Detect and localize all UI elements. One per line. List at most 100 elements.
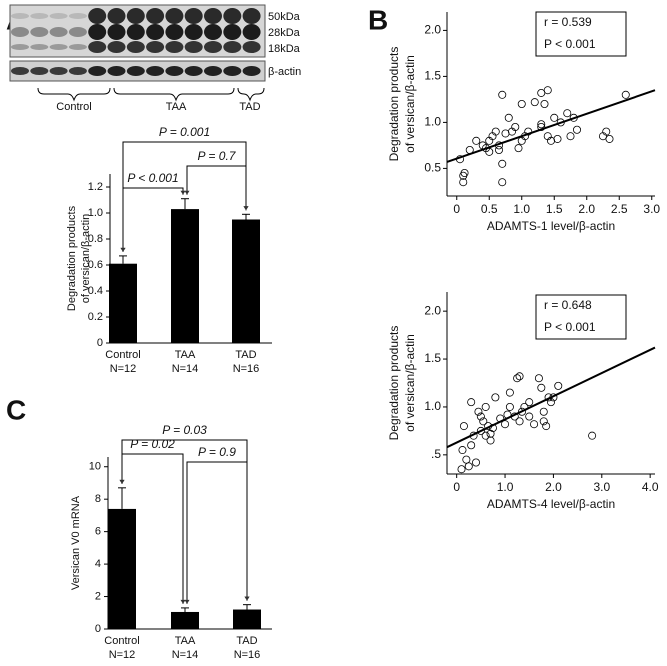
x-tick-label: N=12 (109, 649, 136, 661)
arrowhead (120, 247, 126, 252)
band (49, 44, 68, 50)
band (184, 41, 203, 53)
x-axis-label: ADAMTS-1 level/β-actin (487, 219, 615, 233)
band (126, 8, 145, 24)
point (513, 374, 522, 383)
x-tick-label: 1.0 (497, 480, 514, 494)
point (515, 372, 524, 381)
band (204, 41, 222, 53)
y-tick-label: 2.0 (424, 23, 441, 37)
band (107, 66, 126, 76)
point (479, 417, 488, 426)
band (68, 27, 87, 37)
x-tick-label: 2.0 (578, 202, 595, 216)
band (223, 66, 242, 76)
point (547, 398, 556, 407)
band (11, 27, 29, 37)
point (459, 422, 468, 431)
x-tick-label: TAA (175, 635, 196, 647)
x-tick-label: 3.0 (593, 480, 610, 494)
y-axis-label: Degradation products (66, 205, 78, 311)
band (184, 66, 203, 76)
point (537, 383, 546, 392)
point (537, 120, 546, 129)
arrowhead (180, 190, 186, 195)
y-tick-label: 8 (95, 493, 101, 505)
point (537, 123, 546, 132)
band (88, 24, 107, 40)
band (242, 8, 261, 24)
band (126, 41, 145, 53)
panel-letter: B (368, 4, 388, 35)
y-tick-label: 10 (89, 461, 101, 473)
point (524, 127, 533, 136)
band-label: 50kDa (268, 11, 301, 23)
band (204, 24, 222, 40)
y-tick-label: 0.6 (88, 259, 103, 271)
y-tick-label: 2 (95, 590, 101, 602)
x-tick-label: 4.0 (642, 480, 659, 494)
band (11, 13, 29, 19)
y-tick-label: 0 (95, 623, 101, 635)
point (458, 446, 467, 455)
band (68, 44, 87, 50)
western-blot (9, 4, 266, 82)
y-tick-label: 1.5 (424, 69, 441, 83)
point (491, 393, 500, 402)
point (491, 127, 500, 136)
point (525, 412, 534, 421)
p-value: P < 0.001 (127, 171, 178, 185)
band (223, 41, 242, 53)
band (30, 44, 49, 50)
band (165, 41, 184, 53)
point (542, 422, 551, 431)
group-label: Control (56, 101, 91, 113)
group-brace (237, 87, 265, 102)
bar (232, 219, 260, 343)
point (602, 127, 611, 136)
x-tick-label: TAA (175, 349, 196, 361)
x-tick-label: TAD (235, 349, 256, 361)
band (184, 8, 203, 24)
band (204, 66, 222, 76)
stat-label: P < 0.001 (544, 320, 596, 334)
group-label: TAD (239, 101, 260, 113)
stats-box (535, 294, 627, 340)
y-tick-label: 1.0 (424, 399, 441, 413)
band (242, 66, 261, 76)
x-tick-label: 0 (453, 202, 460, 216)
point (539, 417, 548, 426)
group-brace (37, 87, 111, 102)
x-tick-label: 2.0 (545, 480, 562, 494)
y-tick-label: 0.4 (88, 285, 103, 297)
band (146, 8, 165, 24)
point (554, 381, 563, 390)
point (539, 407, 548, 416)
band (223, 24, 242, 40)
point (457, 465, 466, 474)
point (515, 417, 524, 426)
point (505, 388, 514, 397)
point (498, 159, 507, 168)
y-tick-label: 1.0 (424, 115, 441, 129)
point (464, 462, 473, 471)
x-tick-label: 1.0 (513, 202, 530, 216)
x-tick-label: 1.5 (546, 202, 563, 216)
point (472, 458, 481, 467)
y-tick-label: 0.8 (88, 233, 103, 245)
point (501, 420, 510, 429)
bracket (121, 453, 184, 604)
point (467, 398, 476, 407)
band (146, 41, 165, 53)
arrowhead (119, 479, 125, 484)
point (467, 441, 476, 450)
band (107, 41, 126, 53)
point (563, 109, 572, 118)
bar (233, 609, 261, 629)
p-value: P = 0.7 (198, 149, 237, 163)
band (165, 24, 184, 40)
y-tick-label: 2.0 (424, 303, 441, 317)
point (514, 144, 523, 153)
point (543, 86, 552, 95)
point (566, 132, 575, 141)
